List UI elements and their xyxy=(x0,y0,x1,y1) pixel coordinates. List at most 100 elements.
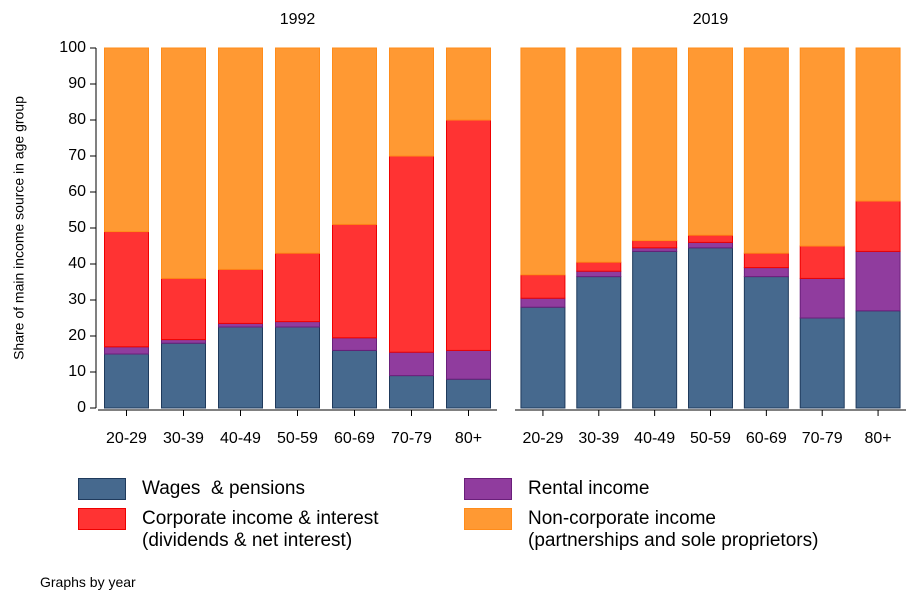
y-tick-label: 100 xyxy=(59,39,86,56)
bar-segment xyxy=(855,200,901,252)
y-tick-label: 90 xyxy=(68,75,86,92)
x-tick-label: 80+ xyxy=(865,430,892,447)
y-axis-label: Share of main income source in age group xyxy=(11,96,27,360)
bar-segment xyxy=(275,326,320,409)
y-tick-label: 60 xyxy=(68,183,86,200)
bar-segment xyxy=(446,349,491,380)
bar-segment xyxy=(576,47,622,263)
y-tick-label: 0 xyxy=(77,399,86,416)
bar-segment xyxy=(389,351,434,377)
bar-segment xyxy=(161,342,206,409)
bar-segment xyxy=(743,276,789,409)
bar-segment xyxy=(688,247,733,409)
panel-title: 2019 xyxy=(693,11,729,28)
x-tick-label: 60-69 xyxy=(334,430,375,447)
bar-segment xyxy=(743,47,789,254)
x-tick-label: 50-59 xyxy=(277,430,318,447)
bar-segment xyxy=(576,261,622,272)
y-tick-label: 50 xyxy=(68,219,86,236)
bar-segment xyxy=(161,339,206,344)
x-tick-label: 30-39 xyxy=(578,430,619,447)
bar-segment xyxy=(576,270,622,278)
bar-segment xyxy=(218,326,263,409)
bar-segment xyxy=(799,245,845,279)
x-tick-label: 70-79 xyxy=(802,430,843,447)
bar-segment xyxy=(855,310,901,409)
x-tick-label: 20-29 xyxy=(106,430,147,447)
x-tick-label: 40-49 xyxy=(220,430,261,447)
bar-segment xyxy=(446,47,491,121)
bar-segment xyxy=(446,378,491,409)
bar-segment xyxy=(855,250,901,312)
bar-segment xyxy=(520,297,566,308)
bar-segment xyxy=(446,119,491,351)
bar-segment xyxy=(799,277,845,319)
bar-segment xyxy=(275,47,320,254)
legend-label: Rental income xyxy=(528,478,650,499)
note: Graphs by year xyxy=(40,574,136,590)
legend-item: Rental income xyxy=(464,478,884,500)
legend-item: Wages & pensions xyxy=(78,478,464,500)
bar-segment xyxy=(632,47,678,242)
legend-swatch xyxy=(464,508,512,530)
bar-segment xyxy=(632,247,678,252)
y-tick-label: 10 xyxy=(68,363,86,380)
bar-segment xyxy=(688,47,733,236)
bar-segment xyxy=(275,321,320,328)
bar-segment xyxy=(332,47,377,225)
bar-segment xyxy=(161,47,206,279)
bar-segment xyxy=(520,274,566,299)
bar-segment xyxy=(688,234,733,243)
x-tick-label: 60-69 xyxy=(746,430,787,447)
x-tick-label: 50-59 xyxy=(690,430,731,447)
legend-item: Corporate income & interest (dividends &… xyxy=(78,508,464,552)
y-tick-label: 40 xyxy=(68,255,86,272)
legend-label: Wages & pensions xyxy=(142,478,305,499)
bar-segment xyxy=(743,252,789,269)
bar-segment xyxy=(799,47,845,247)
bar-segment xyxy=(218,322,263,328)
bar-segment xyxy=(218,47,263,270)
bar-segment xyxy=(520,47,566,276)
bar-segment xyxy=(275,252,320,323)
x-tick-label: 20-29 xyxy=(522,430,563,447)
x-tick-label: 70-79 xyxy=(391,430,432,447)
bar-segment xyxy=(104,231,149,348)
x-tick-label: 40-49 xyxy=(634,430,675,447)
bar-segment xyxy=(743,267,789,278)
legend: Wages & pensions Rental income Corporate i… xyxy=(78,478,884,552)
bar-segment xyxy=(389,375,434,409)
y-tick-label: 80 xyxy=(68,111,86,128)
y-tick-label: 20 xyxy=(68,327,86,344)
bar-segment xyxy=(855,47,901,202)
bar-segment xyxy=(104,346,149,355)
bar-segment xyxy=(799,317,845,409)
bar-segment xyxy=(520,306,566,409)
bar-segment xyxy=(576,276,622,409)
legend-label: Corporate income & interest (dividends &… xyxy=(142,508,379,551)
bar-segment xyxy=(218,268,263,324)
bar-segment xyxy=(332,223,377,339)
bar-segment xyxy=(389,47,434,157)
x-tick-label: 80+ xyxy=(455,430,482,447)
bar-segment xyxy=(688,241,733,249)
bar-segment xyxy=(632,250,678,409)
bar-segment xyxy=(389,155,434,353)
legend-swatch xyxy=(464,478,512,500)
panel-title: 1992 xyxy=(280,11,316,28)
bar-segment xyxy=(332,337,377,351)
bar-segment xyxy=(161,277,206,341)
legend-swatch xyxy=(78,508,126,530)
bar-segment xyxy=(104,47,149,233)
legend-swatch xyxy=(78,478,126,500)
chart: Share of main income source in age group… xyxy=(11,11,906,447)
y-tick-label: 30 xyxy=(68,291,86,308)
x-tick-label: 30-39 xyxy=(163,430,204,447)
bar-segment xyxy=(632,240,678,249)
legend-label: Non-corporate income (partnerships and s… xyxy=(528,508,819,551)
legend-item: Non-corporate income (partnerships and s… xyxy=(464,508,884,552)
y-tick-label: 70 xyxy=(68,147,86,164)
bar-segment xyxy=(104,353,149,409)
bar-segment xyxy=(332,349,377,409)
